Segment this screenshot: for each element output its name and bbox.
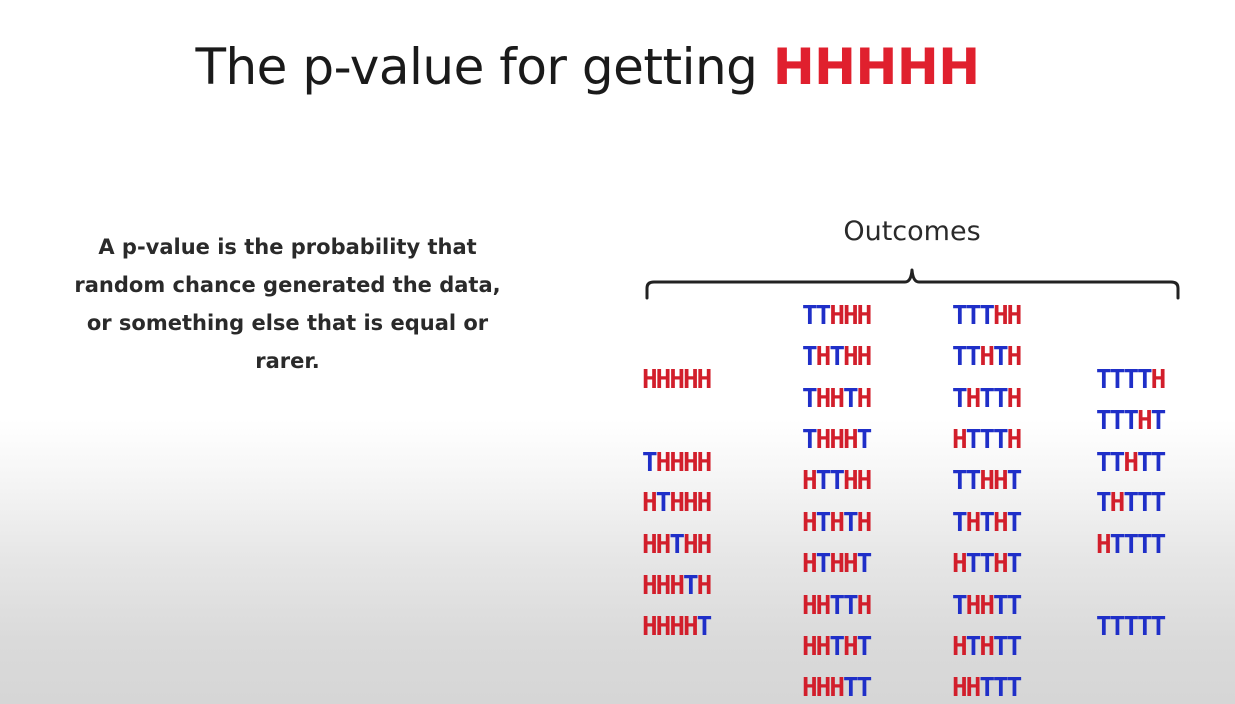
p-value-definition: A p-value is the probability that random… xyxy=(74,235,501,373)
outcome-sequence: TTHHT xyxy=(952,466,1022,496)
outcome-sequence: HHHTH xyxy=(642,571,712,601)
outcome-sequence: HHTHH xyxy=(642,530,712,560)
outcomes-label: Outcomes xyxy=(843,216,981,247)
outcome-sequence: HTHTH xyxy=(802,508,872,538)
title-highlight: HHHHH xyxy=(772,38,980,96)
outcome-sequence: THHTH xyxy=(802,384,872,414)
outcome-sequence: THTHT xyxy=(952,508,1022,538)
outcome-sequence: HHTHT xyxy=(802,632,872,662)
outcome-sequence: HTTTH xyxy=(952,425,1022,455)
outcome-sequence: TTTHT xyxy=(1096,406,1166,436)
outcome-sequence: HTTTT xyxy=(1096,530,1166,560)
outcome-sequence: HHHHT xyxy=(642,612,712,642)
outcomes-brace xyxy=(645,268,1180,300)
outcome-sequence: HHTTT xyxy=(952,673,1022,703)
title-prefix: The p-value for getting xyxy=(195,38,773,96)
outcome-sequence: TTTTT xyxy=(1096,612,1166,642)
outcome-sequence: HHHTT xyxy=(802,673,872,703)
slide-title: The p-value for getting HHHHH xyxy=(0,38,1175,96)
outcome-sequence: HTHHH xyxy=(642,488,712,518)
outcome-sequence: THTHH xyxy=(802,342,872,372)
outcome-sequence: THHHH xyxy=(642,448,712,478)
outcome-sequence: THHHT xyxy=(802,425,872,455)
outcome-sequence: TTHTT xyxy=(1096,448,1166,478)
outcome-sequence: TTTHH xyxy=(952,301,1022,331)
outcome-sequence: TTHHH xyxy=(802,301,872,331)
outcome-sequence: TTTTH xyxy=(1096,365,1166,395)
outcome-sequence: THTTH xyxy=(952,384,1022,414)
outcome-sequence: HTHHT xyxy=(802,549,872,579)
outcome-sequence: HTTHH xyxy=(802,466,872,496)
outcome-sequence: THHTT xyxy=(952,591,1022,621)
outcome-sequence: HTTHT xyxy=(952,549,1022,579)
outcome-sequence: HTHTT xyxy=(952,632,1022,662)
outcome-sequence: TTHTH xyxy=(952,342,1022,372)
outcome-sequence: HHHHH xyxy=(642,365,712,395)
outcome-sequence: HHTTH xyxy=(802,591,872,621)
outcome-sequence: THTTT xyxy=(1096,488,1166,518)
